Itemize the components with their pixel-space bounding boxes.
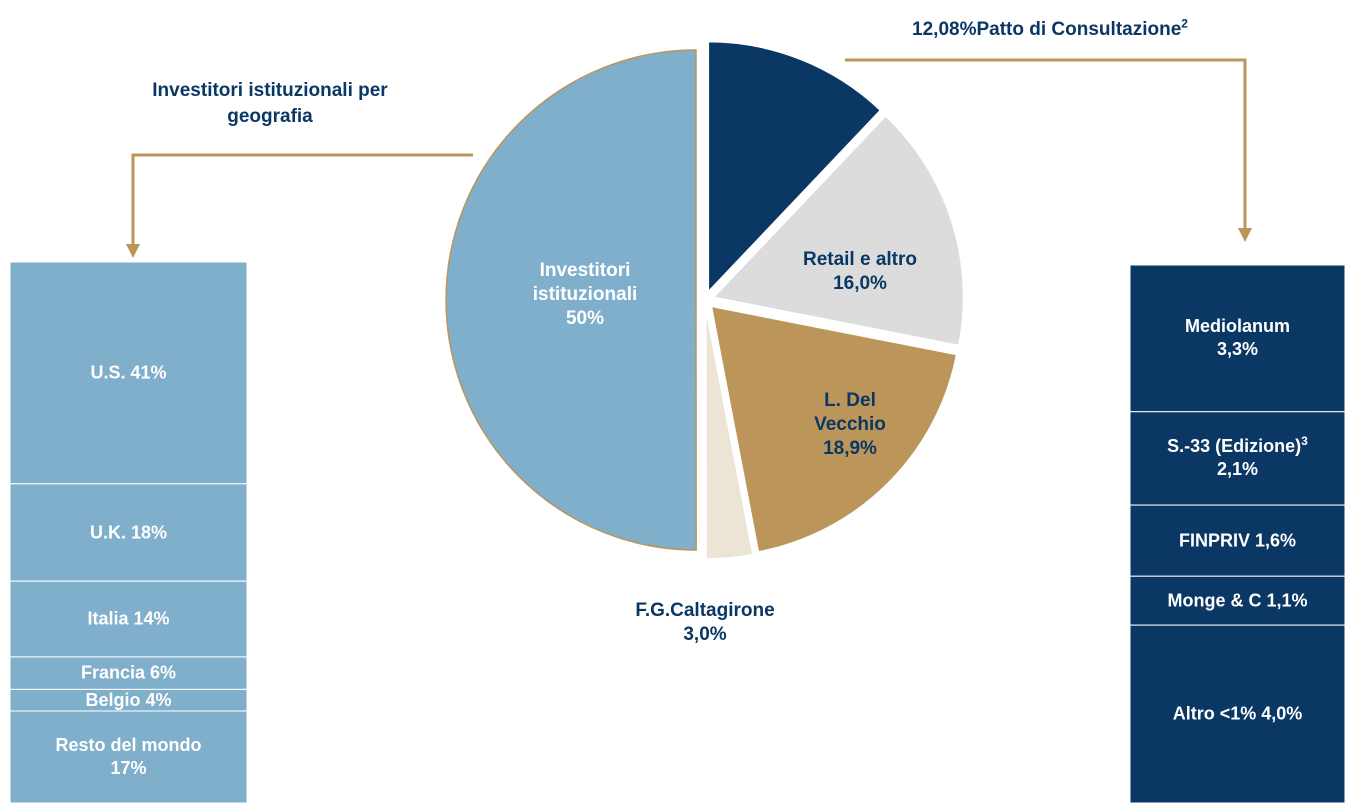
bar-segment: [1129, 504, 1345, 577]
label: Italia 14%: [54, 608, 204, 631]
bar-segment: [9, 261, 248, 485]
value-label: 18%: [130, 522, 168, 542]
bar-segment: [1129, 411, 1345, 506]
category-label: Belgio: [85, 690, 141, 711]
label: Retail e altro 16,0%: [775, 248, 945, 296]
category-label: Altro <1%: [1172, 703, 1257, 724]
value-label: 14%: [133, 608, 170, 629]
value-label: 50%: [565, 308, 605, 329]
category-label: F.G.Caltagirone: [635, 600, 775, 621]
footnote: 3: [1301, 434, 1308, 449]
label: FINPRIV 1,6%: [1179, 529, 1296, 552]
label: F.G.Caltagirone 3,0%: [605, 599, 805, 647]
label: L. Del Vecchio 18,9%: [795, 389, 905, 461]
category-label: Investitori istituzionali: [532, 260, 638, 305]
bar-segment: [1129, 264, 1345, 413]
arrowhead: [126, 244, 140, 258]
bar-segment: [9, 710, 248, 803]
category-label: U.S.: [90, 362, 126, 383]
pie-slice: [710, 305, 958, 553]
label: S.-33 (Edizione)3 2,1%: [1167, 435, 1308, 481]
value-label: 18,9%: [823, 438, 877, 459]
category-label: Monge & C: [1167, 590, 1262, 611]
category-label: Patto di Consultazione: [976, 19, 1182, 40]
pie-slice: [705, 308, 754, 560]
label: Investitori istituzionali 50%: [505, 259, 665, 331]
value-label: 2,1%: [1216, 459, 1259, 480]
pie-slice: [707, 40, 882, 294]
category-label: Mediolanum: [1184, 316, 1291, 337]
label: Monge & C 1,1%: [1167, 589, 1307, 612]
label: Resto del mondo 17%: [54, 734, 204, 780]
label: Francia 6%: [54, 662, 204, 685]
category-label: Retail e altro: [802, 249, 918, 270]
category-label: Francia: [80, 662, 145, 683]
bar-title: Investitori istituzionali per geografia: [152, 80, 388, 127]
connector: [131, 153, 473, 244]
value-label: 3,3%: [1216, 339, 1259, 360]
connector: [845, 58, 1247, 228]
value-label: 4,0%: [1261, 703, 1303, 724]
value-label: 16,0%: [833, 273, 887, 294]
category-label: S.-33 (Edizione): [1167, 436, 1302, 457]
pie-slice: [712, 114, 965, 347]
footnote: 2: [1181, 16, 1188, 31]
value-label: 12,08%: [912, 19, 977, 40]
label: Belgio 4%: [54, 691, 204, 709]
label: Mediolanum 3,3%: [1185, 315, 1290, 361]
label: 12,08%Patto di Consultazione2: [912, 18, 1188, 42]
value-label: 17%: [110, 758, 147, 778]
category-label: L. Del Vecchio: [814, 390, 886, 435]
label: U.S. 41%: [54, 361, 204, 384]
value-label: 41%: [130, 362, 167, 383]
value-label: 1,1%: [1266, 590, 1308, 611]
category-label: U.K.: [89, 522, 126, 542]
category-label: FINPRIV: [1178, 530, 1250, 551]
category-label: Resto del mondo: [55, 735, 202, 755]
value-label: 1,6%: [1255, 530, 1297, 551]
value-label: 4%: [145, 690, 172, 711]
pie-slice: [445, 49, 697, 551]
arrowhead: [1238, 228, 1252, 242]
label: U.K. 18%: [54, 521, 204, 544]
value-label: 3,0%: [683, 624, 727, 645]
bar-segment: [9, 656, 248, 690]
label: Altro <1% 4,0%: [1173, 703, 1303, 726]
value-label: 6%: [150, 662, 177, 683]
category-label: Italia: [87, 608, 129, 629]
